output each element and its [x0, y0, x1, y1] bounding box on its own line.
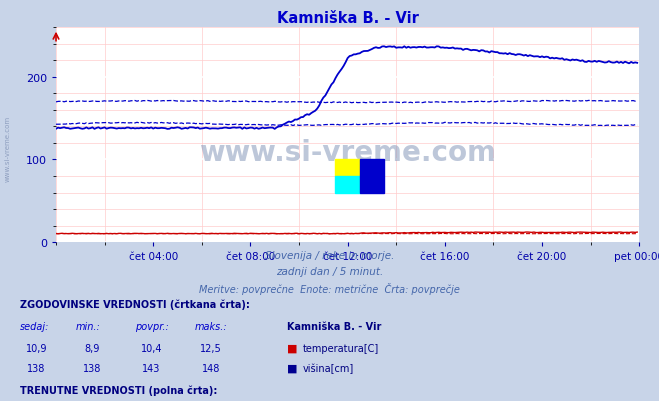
- Text: www.si-vreme.com: www.si-vreme.com: [5, 115, 11, 181]
- Text: višina[cm]: višina[cm]: [303, 363, 355, 373]
- Text: sedaj:: sedaj:: [20, 321, 49, 331]
- Text: 12,5: 12,5: [200, 343, 222, 353]
- Text: TRENUTNE VREDNOSTI (polna črta):: TRENUTNE VREDNOSTI (polna črta):: [20, 385, 217, 395]
- Text: www.si-vreme.com: www.si-vreme.com: [199, 138, 496, 166]
- Text: zadnji dan / 5 minut.: zadnji dan / 5 minut.: [276, 267, 383, 277]
- Text: Kamniška B. - Vir: Kamniška B. - Vir: [287, 321, 381, 331]
- Text: ■: ■: [287, 363, 297, 373]
- Text: 148: 148: [202, 363, 220, 373]
- Text: ■: ■: [287, 343, 297, 353]
- Text: Meritve: povprečne  Enote: metrične  Črta: povprečje: Meritve: povprečne Enote: metrične Črta:…: [199, 283, 460, 295]
- Bar: [335, 160, 360, 176]
- Text: 10,4: 10,4: [141, 343, 162, 353]
- Text: 8,9: 8,9: [84, 343, 100, 353]
- Text: 138: 138: [27, 363, 45, 373]
- Text: 138: 138: [83, 363, 101, 373]
- Text: 143: 143: [142, 363, 161, 373]
- Text: povpr.:: povpr.:: [135, 321, 169, 331]
- Text: Slovenija / reke in morje.: Slovenija / reke in morje.: [265, 251, 394, 261]
- Text: maks.:: maks.:: [194, 321, 227, 331]
- Text: temperatura[C]: temperatura[C]: [303, 343, 380, 353]
- Title: Kamniška B. - Vir: Kamniška B. - Vir: [277, 10, 418, 26]
- Text: 10,9: 10,9: [26, 343, 47, 353]
- Text: ZGODOVINSKE VREDNOSTI (črtkana črta):: ZGODOVINSKE VREDNOSTI (črtkana črta):: [20, 299, 250, 309]
- Text: min.:: min.:: [76, 321, 101, 331]
- Bar: [335, 176, 360, 193]
- Bar: [360, 160, 384, 193]
